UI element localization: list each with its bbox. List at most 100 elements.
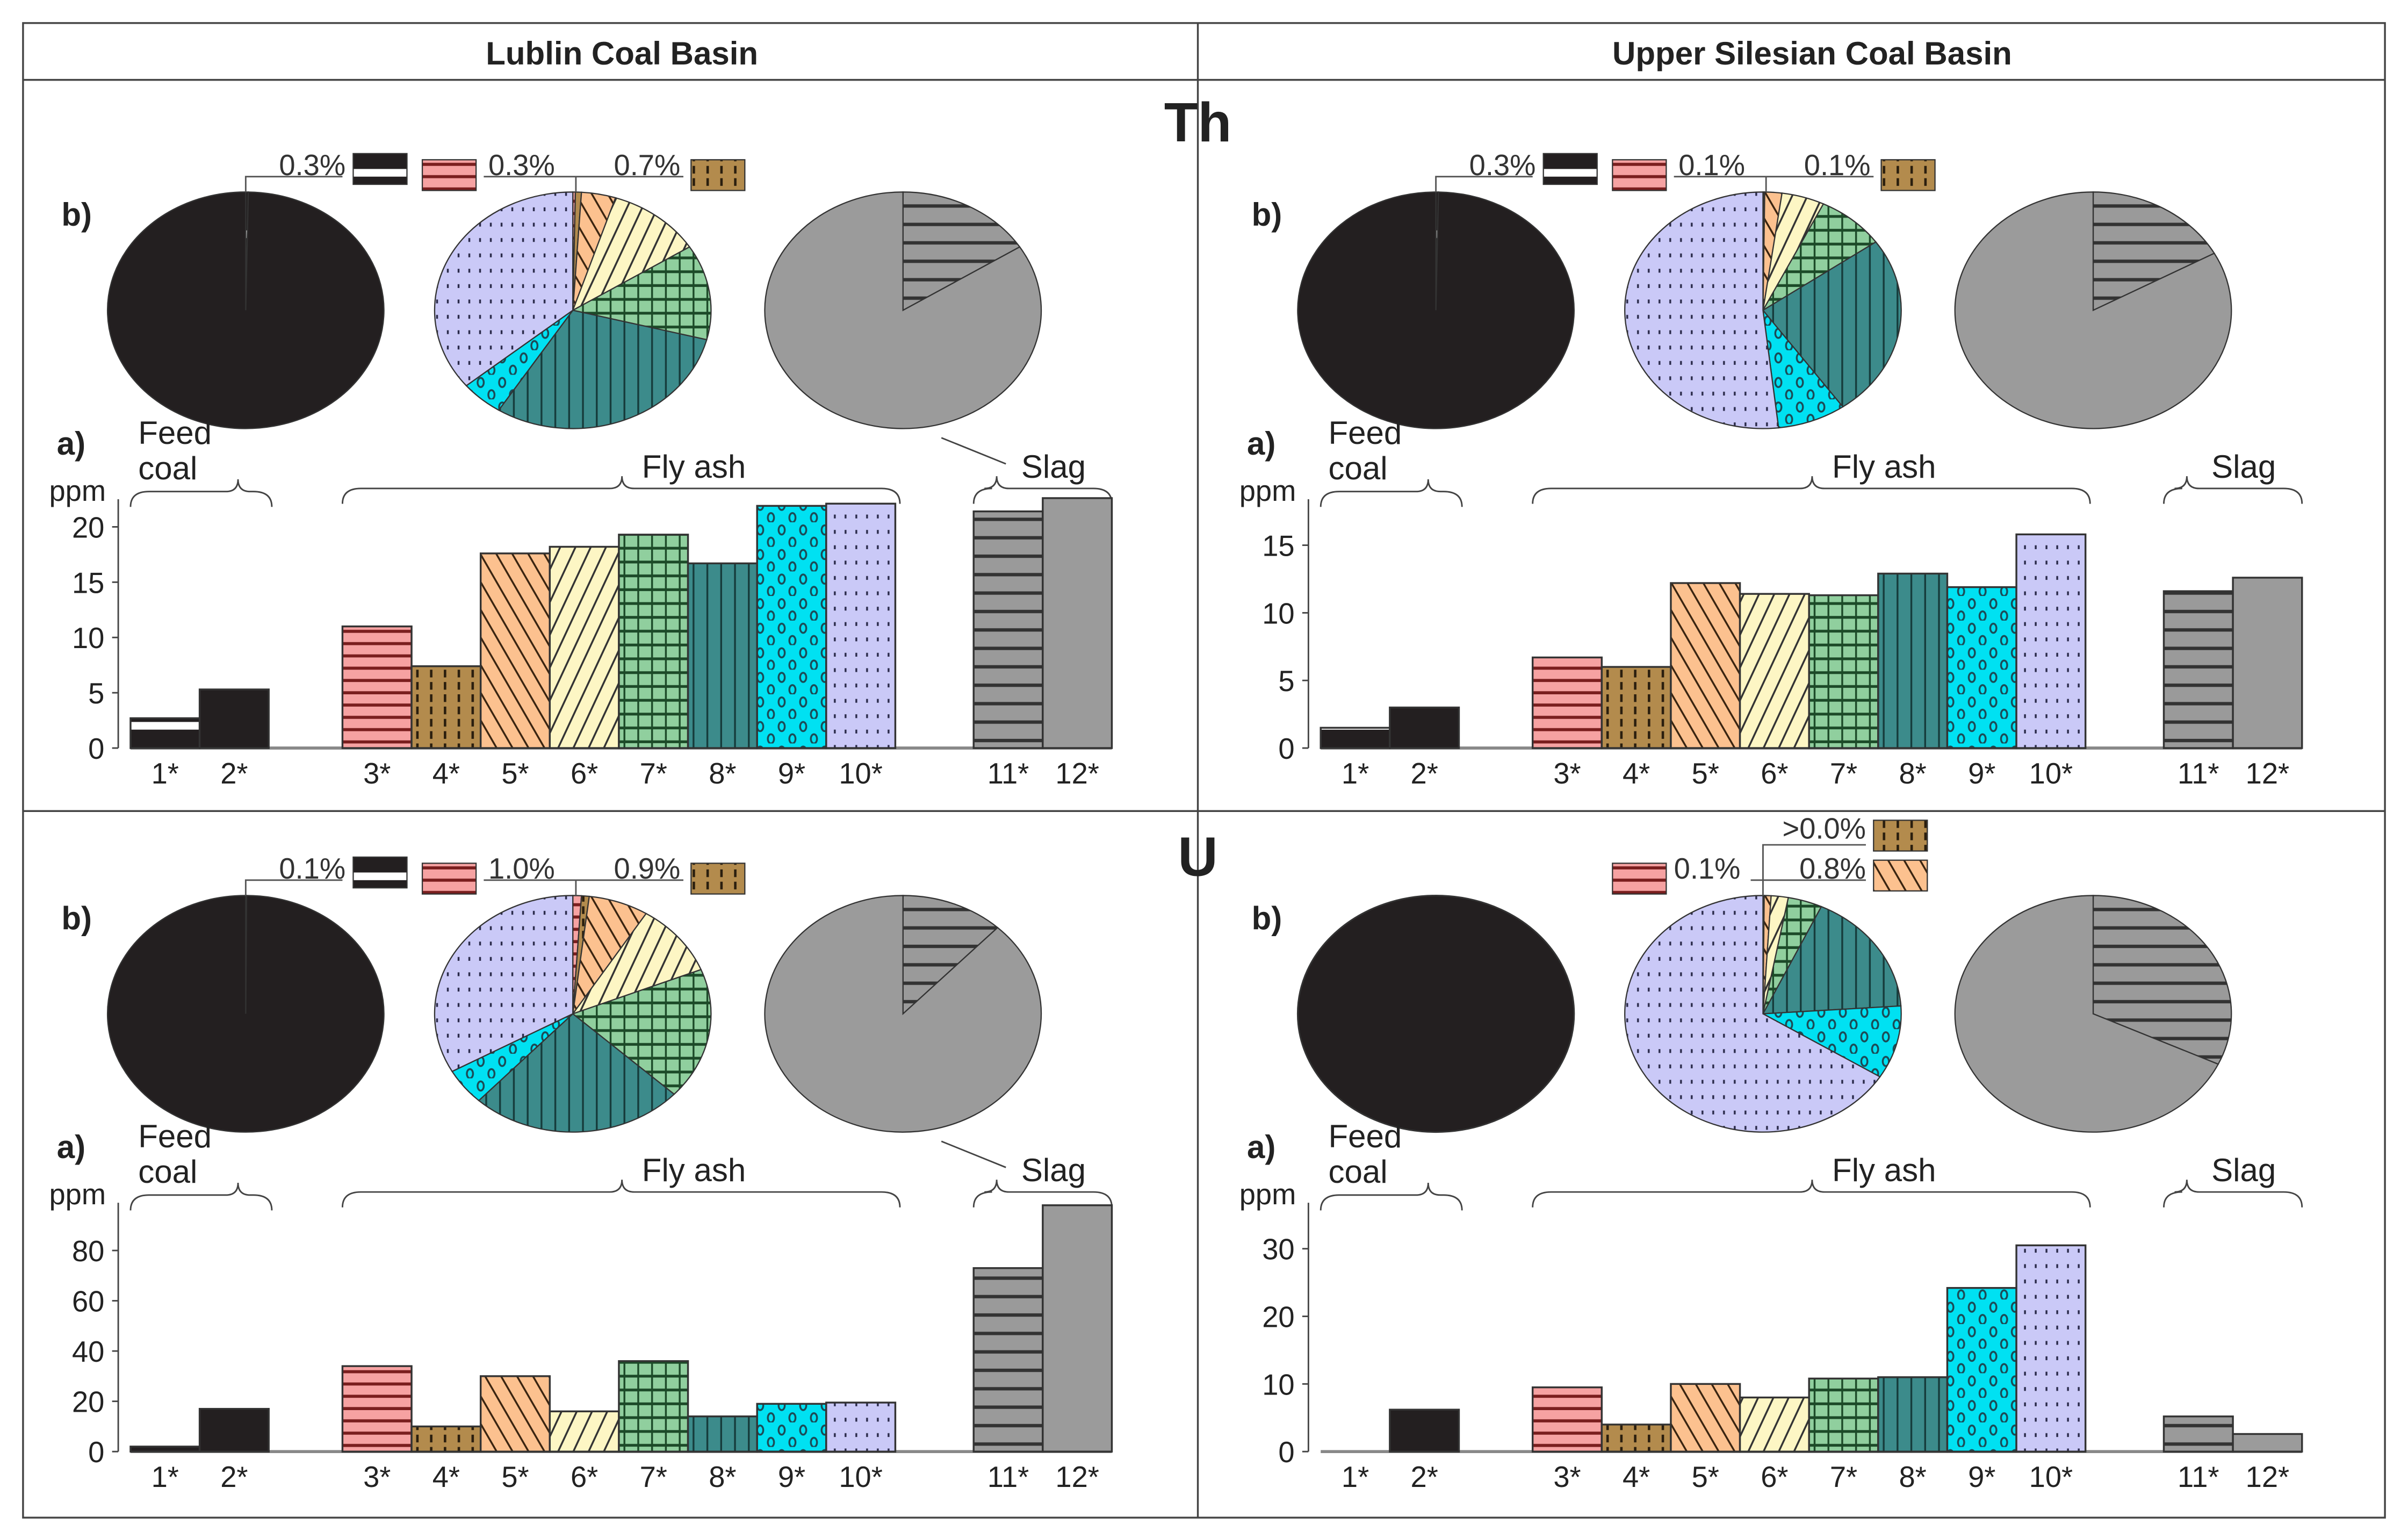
bar-10-star bbox=[2015, 1244, 2087, 1453]
fly-ash-pie-slice-10 bbox=[434, 895, 574, 1073]
bar-2-star bbox=[1389, 1408, 1460, 1453]
x-category-label: 8* bbox=[1899, 757, 1926, 790]
fly-ash-pie-slice-5 bbox=[572, 895, 647, 1015]
feed-coal-brace bbox=[1320, 479, 1463, 507]
pie-percent-label: 0.1% bbox=[1674, 852, 1741, 885]
bar-11-star bbox=[2162, 1415, 2234, 1453]
fly-ash-pie-slice-8 bbox=[1762, 905, 1902, 1015]
bar-6-star bbox=[1739, 593, 1810, 749]
x-category-label: 2* bbox=[220, 1461, 248, 1493]
bar-6-star bbox=[1739, 1396, 1810, 1453]
pie-section-label: b) bbox=[1252, 900, 1282, 936]
pie-section-label: b) bbox=[61, 900, 92, 936]
pie-section-label: b) bbox=[1252, 197, 1282, 233]
group-label-fly-ash: Fly ash bbox=[1832, 449, 1936, 485]
x-category-label: 2* bbox=[220, 757, 248, 790]
slag-pie-slice-12 bbox=[1954, 895, 2219, 1133]
slag-pointer-line bbox=[941, 437, 1006, 465]
bar-9-star bbox=[1946, 1287, 2017, 1453]
fly-ash-brace bbox=[341, 1180, 901, 1208]
x-category-label: 6* bbox=[571, 1461, 598, 1493]
fly-ash-pie-slice-10 bbox=[1624, 191, 1779, 429]
group-label-coal: coal bbox=[138, 1154, 197, 1190]
x-category-label: 8* bbox=[709, 1461, 736, 1493]
x-category-label: 11* bbox=[2178, 1461, 2219, 1493]
slag-pie-slice-12 bbox=[764, 895, 1042, 1133]
bar-5-star bbox=[479, 552, 551, 749]
bar-7-star bbox=[1808, 1377, 1879, 1453]
bar-6-star bbox=[549, 545, 620, 749]
x-category-label: 2* bbox=[1411, 757, 1438, 790]
x-category-label: 1* bbox=[1342, 757, 1369, 790]
bar-section-label: a) bbox=[57, 426, 85, 462]
pie-legend-swatch-4 bbox=[1880, 159, 1936, 191]
x-category-label: 1* bbox=[152, 1461, 179, 1493]
y-axis-unit-label: ppm bbox=[49, 475, 106, 507]
bar-2-star bbox=[1389, 706, 1460, 749]
bar-8-star bbox=[687, 562, 758, 749]
pie-percent-label: 1.0% bbox=[488, 852, 555, 885]
group-label-fly-ash: Fly ash bbox=[1832, 1152, 1936, 1188]
bar-5-star bbox=[479, 1375, 551, 1453]
feed-coal-pie-slice-2 bbox=[1296, 895, 1575, 1133]
pie-legend-swatch-3 bbox=[421, 863, 477, 895]
element-title-th: Th bbox=[1164, 91, 1232, 153]
x-category-label: 6* bbox=[571, 757, 598, 790]
x-category-label: 3* bbox=[1553, 1461, 1581, 1493]
pie-legend-swatch-3 bbox=[421, 159, 477, 191]
x-category-label: 11* bbox=[987, 1461, 1029, 1493]
bar-1-star bbox=[129, 717, 201, 749]
x-category-label: 2* bbox=[1411, 1461, 1438, 1493]
figure-frame bbox=[22, 22, 2386, 1519]
bar-10-star bbox=[2015, 533, 2087, 749]
feed-coal-brace bbox=[129, 479, 273, 507]
x-category-label: 6* bbox=[1761, 1461, 1788, 1493]
y-tick-label: 60 bbox=[72, 1285, 104, 1318]
group-label-feed: Feed bbox=[138, 1118, 212, 1154]
x-category-label: 4* bbox=[1623, 757, 1650, 790]
fly-ash-pie-slice-7 bbox=[571, 246, 712, 341]
fly-ash-pie-slice-6 bbox=[571, 912, 702, 1015]
bar-8-star bbox=[1877, 572, 1949, 749]
fly-ash-label-connector bbox=[484, 176, 683, 192]
element-title-u: U bbox=[1178, 825, 1217, 887]
slag-pointer-line bbox=[941, 1140, 1006, 1168]
group-label-slag: Slag bbox=[2211, 1152, 2276, 1188]
y-tick-label: 15 bbox=[72, 566, 104, 599]
group-label-slag: Slag bbox=[2211, 449, 2276, 485]
x-category-label: 7* bbox=[1830, 757, 1857, 790]
x-category-label: 10* bbox=[839, 1461, 883, 1493]
bar-9-star bbox=[756, 505, 827, 749]
fly-ash-pie-slice-10 bbox=[1624, 895, 1881, 1133]
bar-12-star bbox=[1042, 497, 1113, 749]
pie-percent-label: 0.8% bbox=[1799, 852, 1866, 885]
bar-7-star bbox=[1808, 594, 1879, 749]
bar-12-star bbox=[2232, 1433, 2303, 1453]
group-label-slag: Slag bbox=[1021, 449, 1086, 485]
x-category-label: 11* bbox=[2178, 757, 2219, 790]
x-category-label: 12* bbox=[2246, 1461, 2290, 1493]
fly-ash-label-connector bbox=[1674, 176, 1874, 192]
feed-coal-label-connector bbox=[244, 176, 343, 192]
x-category-label: 6* bbox=[1761, 757, 1788, 790]
x-category-label: 7* bbox=[640, 1461, 667, 1493]
y-tick-label: 5 bbox=[1278, 665, 1294, 698]
y-tick-label: 15 bbox=[1262, 530, 1294, 563]
slag-brace bbox=[2163, 1180, 2303, 1208]
bar-8-star bbox=[1877, 1376, 1949, 1453]
x-category-label: 5* bbox=[1692, 1461, 1719, 1493]
y-tick-label: 0 bbox=[88, 1436, 104, 1469]
y-tick-label: 0 bbox=[1278, 732, 1294, 765]
x-category-label: 8* bbox=[1899, 1461, 1926, 1493]
group-label-feed: Feed bbox=[1329, 1118, 1402, 1154]
bar-section-label: a) bbox=[57, 1129, 85, 1165]
y-tick-label: 0 bbox=[88, 732, 104, 765]
fly-ash-pie-slice-7 bbox=[1761, 203, 1877, 312]
fly-ash-brace bbox=[1532, 476, 2091, 504]
bar-3-star bbox=[1531, 656, 1603, 749]
bar-2-star bbox=[198, 688, 270, 749]
fly-ash-label-connector bbox=[484, 879, 683, 896]
